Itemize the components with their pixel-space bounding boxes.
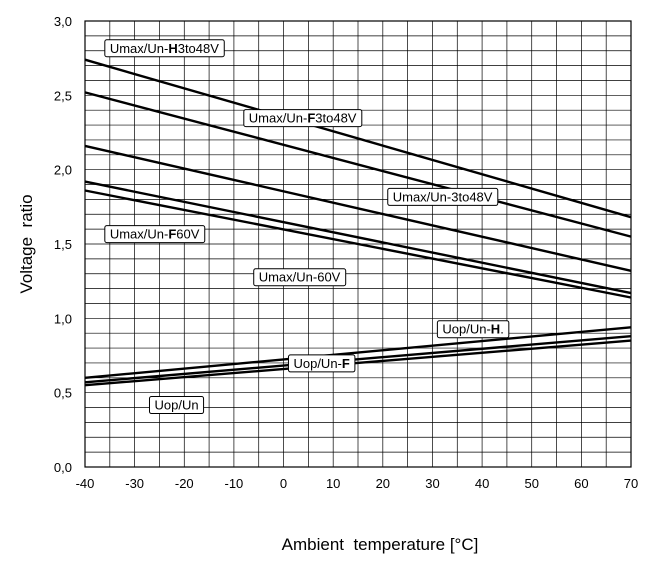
series-label-text: Umax/Un-F3to48V xyxy=(249,111,357,126)
series-label-part: Umax/Un-60V xyxy=(259,270,341,285)
x-tick-label: -20 xyxy=(175,476,194,491)
series-label-box xyxy=(243,109,363,128)
series-label-part: Umax/Un- xyxy=(249,111,308,126)
series-label-text: Uop/Un-F xyxy=(293,356,349,371)
series-label-box xyxy=(436,320,510,339)
series-label-layer: Umax/Un-H3to48VUmax/Un-F3to48VUmax/Un-3t… xyxy=(104,39,510,415)
y-tick-label: 2,5 xyxy=(54,88,72,103)
series-label-box xyxy=(104,225,206,244)
series-label-part: 3to48V xyxy=(178,41,220,56)
series-label: Umax/Un-60V xyxy=(253,268,347,287)
series-label-part: H xyxy=(491,322,500,337)
tick-label-layer: -40 -30 -20 -10 0 10 20 30 40 50 60 70 0,0 0,5 1,0 1,5 2… xyxy=(54,14,638,491)
series-label: Umax/Un-3to48V xyxy=(387,187,499,206)
series-label-box xyxy=(253,268,347,287)
series-label-part: . xyxy=(500,322,504,337)
y-tick-label: 0,0 xyxy=(54,460,72,475)
x-tick-label: 40 xyxy=(475,476,489,491)
y-tick-label: 1,5 xyxy=(54,237,72,252)
series-line xyxy=(84,91,632,238)
series-label-part: Umax/Un- xyxy=(110,41,169,56)
series-label: Uop/Un-H. xyxy=(436,320,510,339)
series-label-part: F xyxy=(307,111,315,126)
x-tick-label: 0 xyxy=(280,476,287,491)
series-label-part: H xyxy=(168,41,177,56)
x-axis-title: Ambient temperature [°C] xyxy=(282,535,479,554)
series-line xyxy=(84,335,632,384)
series-label-part: Uop/Un- xyxy=(442,322,490,337)
series-line xyxy=(84,180,632,295)
y-tick-label: 2,0 xyxy=(54,163,72,178)
series-label-part: Uop/Un xyxy=(154,398,198,413)
series-label-box xyxy=(387,187,499,206)
series-label-text: Umax/Un-H3to48V xyxy=(110,41,219,56)
series-label-box xyxy=(287,354,356,373)
series-label: Uop/Un xyxy=(148,396,205,415)
y-tick-label: 3,0 xyxy=(54,14,72,29)
series-label-part: Umax/Un- xyxy=(110,227,169,242)
x-tick-label: -10 xyxy=(225,476,244,491)
series-layer xyxy=(84,58,632,387)
series-line xyxy=(84,326,632,379)
series-line xyxy=(84,144,632,272)
x-tick-label: -30 xyxy=(125,476,144,491)
y-axis-title: Voltage ratio xyxy=(17,194,36,293)
plot-frame xyxy=(84,20,632,468)
series-line xyxy=(84,189,632,299)
series-label: Umax/Un-F3to48V xyxy=(243,109,363,128)
series-label: Umax/Un-H3to48V xyxy=(104,39,225,58)
x-tick-label: 60 xyxy=(574,476,588,491)
series-label-text: Umax/Un-F60V xyxy=(110,227,200,242)
series-label-box xyxy=(148,396,205,415)
series-label: Uop/Un-F xyxy=(287,354,356,373)
series-label-text: Umax/Un-60V xyxy=(259,270,341,285)
y-tick-label: 0,5 xyxy=(54,386,72,401)
series-label: Umax/Un-F60V xyxy=(104,225,206,244)
series-label-text: Uop/Un xyxy=(154,398,198,413)
x-tick-label: -40 xyxy=(76,476,95,491)
series-label-text: Uop/Un-H. xyxy=(442,322,503,337)
x-tick-label: 70 xyxy=(624,476,638,491)
series-label-part: Umax/Un-3to48V xyxy=(393,189,493,204)
series-label-part: 3to48V xyxy=(315,111,357,126)
series-label-text: Umax/Un-3to48V xyxy=(393,189,493,204)
x-tick-label: 30 xyxy=(425,476,439,491)
series-label-part: F xyxy=(168,227,176,242)
series-label-part: Uop/Un- xyxy=(293,356,341,371)
x-tick-label: 50 xyxy=(524,476,538,491)
series-label-part: 60V xyxy=(176,227,199,242)
series-line xyxy=(84,339,632,387)
series-label-part: F xyxy=(342,356,350,371)
x-tick-label: 10 xyxy=(326,476,340,491)
series-line xyxy=(84,58,632,219)
y-tick-label: 1,0 xyxy=(54,311,72,326)
x-tick-label: 20 xyxy=(376,476,390,491)
series-label-box xyxy=(104,39,225,58)
